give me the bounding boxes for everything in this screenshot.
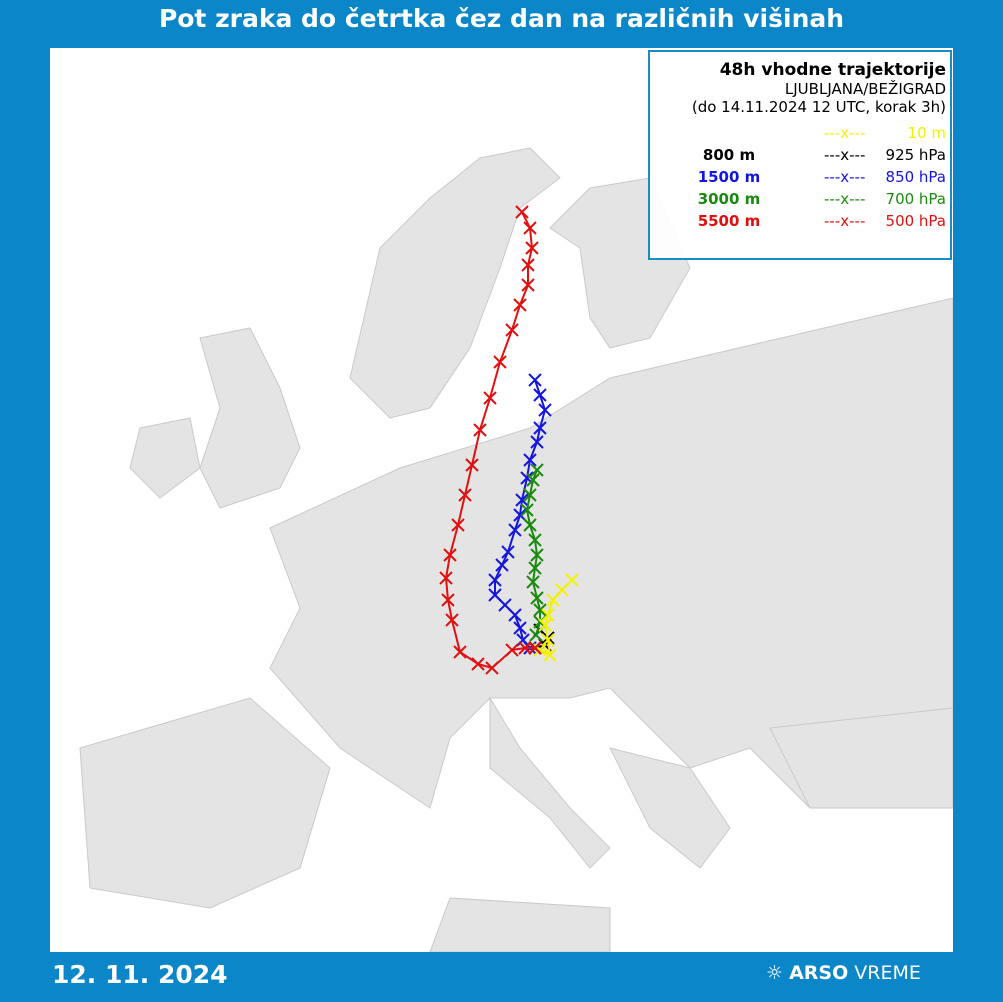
legend-title: 48h vhodne trajektorije: [719, 60, 946, 80]
legend-entry: 5500 m ---x--- 500 hPa: [650, 212, 950, 234]
title: Pot zraka do četrtka čez dan na različni…: [158, 4, 845, 33]
trajectory-marker: [508, 523, 522, 537]
legend: 48h vhodne trajektorije LJUBLJANA/BEŽIGR…: [648, 50, 952, 260]
trajectory-marker: [523, 518, 537, 532]
trajectory-marker: [501, 545, 515, 559]
trajectory-marker: [515, 205, 529, 219]
trajectory-marker: [530, 435, 544, 449]
trajectory-marker: [521, 278, 535, 292]
legend-height: 1500 m: [697, 168, 761, 186]
trajectory-marker: [526, 473, 540, 487]
trajectory-marker: [441, 593, 455, 607]
trajectory-marker: [508, 608, 522, 622]
trajectory-marker: [530, 591, 544, 605]
legend-height: 800 m: [702, 146, 756, 164]
trajectory-marker: [526, 575, 540, 589]
trajectory-marker: [513, 621, 527, 635]
trajectory-marker: [523, 488, 537, 502]
legend-entry: ---x--- 10 m: [650, 124, 950, 146]
trajectory-marker: [530, 548, 544, 562]
trajectory-marker: [471, 657, 485, 671]
legend-entry: 800 m ---x--- 925 hPa: [650, 146, 950, 168]
legend-period: (do 14.11.2024 12 UTC, korak 3h): [691, 98, 946, 116]
trajectory-marker: [543, 648, 557, 662]
trajectory-marker: [520, 503, 534, 517]
trajectory-marker: [518, 641, 532, 655]
legend-height: 3000 m: [697, 190, 761, 208]
trajectory-marker: [521, 258, 535, 272]
brand-suffix: VREME: [854, 962, 921, 984]
legend-label: 925 hPa: [885, 146, 946, 164]
trajectory-marker: [533, 421, 547, 435]
trajectory-marker: [495, 558, 509, 572]
legend-marker: ---x---: [824, 190, 866, 208]
legend-marker: ---x---: [824, 124, 866, 142]
trajectory-marker: [439, 571, 453, 585]
brand-name: ARSO: [789, 962, 849, 984]
trajectory-marker: [530, 463, 544, 477]
trajectory-marker: [533, 388, 547, 402]
trajectory-marker: [445, 613, 459, 627]
trajectory-marker: [483, 391, 497, 405]
brand: ☼ ARSO VREME: [766, 962, 921, 984]
trajectory-marker: [458, 488, 472, 502]
trajectory-marker: [465, 458, 479, 472]
trajectory-marker: [523, 221, 537, 235]
legend-entry: 1500 m ---x--- 850 hPa: [650, 168, 950, 190]
trajectory-marker: [528, 373, 542, 387]
trajectory-marker: [443, 548, 457, 562]
trajectory-marker: [473, 423, 487, 437]
legend-label: 700 hPa: [885, 190, 946, 208]
date: 12. 11. 2024: [52, 960, 228, 989]
trajectory-marker: [528, 561, 542, 575]
legend-label: 850 hPa: [885, 168, 946, 186]
legend-marker: ---x---: [824, 146, 866, 164]
trajectory-marker: [451, 518, 465, 532]
legend-label: 10 m: [907, 124, 946, 142]
trajectory-marker: [453, 645, 467, 659]
trajectory-marker: [523, 453, 537, 467]
trajectory-marker: [493, 355, 507, 369]
trajectory-marker: [505, 323, 519, 337]
legend-entry: 3000 m ---x--- 700 hPa: [650, 190, 950, 212]
legend-height: 5500 m: [697, 212, 761, 230]
trajectory-marker: [546, 593, 560, 607]
trajectory-marker: [488, 573, 502, 587]
trajectory-marker: [528, 641, 542, 655]
legend-marker: ---x---: [824, 212, 866, 230]
trajectory-marker: [513, 298, 527, 312]
trajectory-marker: [515, 493, 529, 507]
trajectory-marker: [528, 533, 542, 547]
legend-marker: ---x---: [824, 168, 866, 186]
trajectory-marker: [485, 661, 499, 675]
trajectory-marker: [533, 603, 547, 617]
trajectory-marker: [541, 633, 555, 647]
trajectory-marker: [538, 618, 552, 632]
trajectory-marker: [505, 643, 519, 657]
trajectory-marker: [525, 241, 539, 255]
legend-station: LJUBLJANA/BEŽIGRAD: [784, 80, 946, 98]
trajectory-marker: [541, 608, 555, 622]
trajectory-marker: [538, 403, 552, 417]
legend-label: 500 hPa: [885, 212, 946, 230]
